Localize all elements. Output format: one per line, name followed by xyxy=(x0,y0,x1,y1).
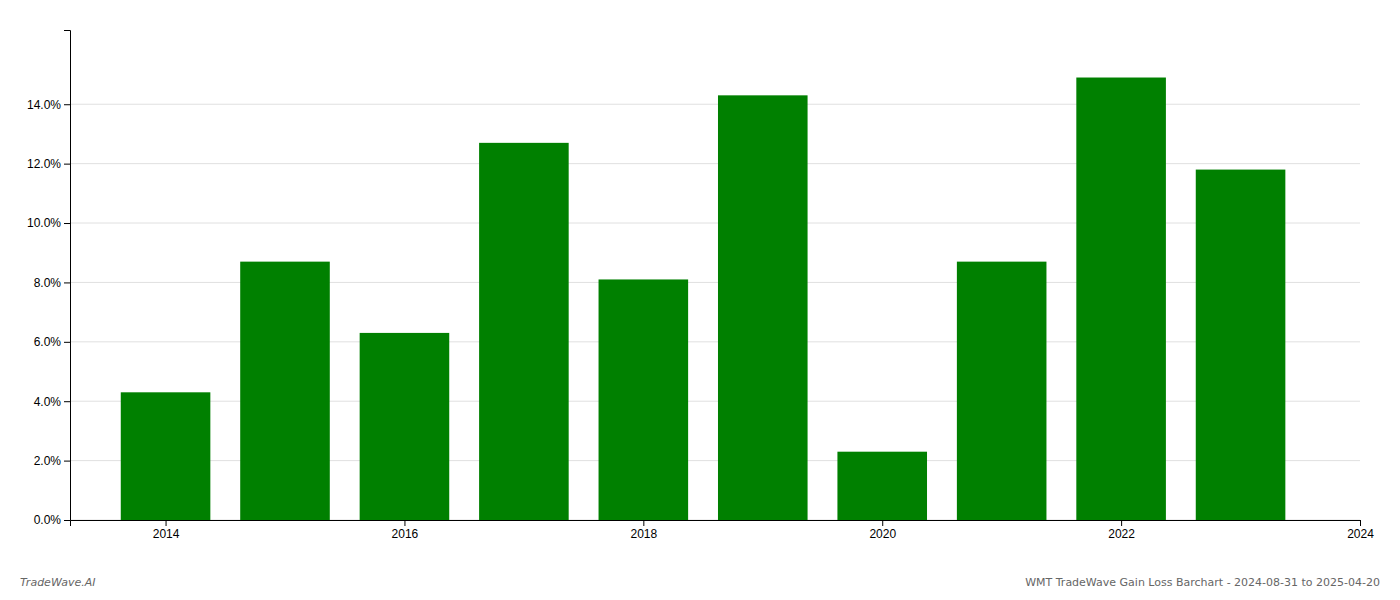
x-tick-mark xyxy=(166,520,167,526)
y-tick-mark xyxy=(64,104,70,105)
y-tick-label: 8.0% xyxy=(34,276,62,290)
y-tick: 14.0% xyxy=(27,98,70,112)
x-tick-mark xyxy=(643,520,644,526)
footer-text: TradeWave.AI xyxy=(20,576,95,589)
grid-line xyxy=(70,104,1360,105)
y-tick-label: 6.0% xyxy=(34,335,62,349)
x-tick-label: 2022 xyxy=(1108,527,1135,541)
chart: 0.0%2.0%4.0%6.0%8.0%10.0%12.0%14.0%20142… xyxy=(0,0,1400,600)
bars xyxy=(121,78,1286,520)
y-tick: 2.0% xyxy=(34,454,70,468)
x-tick-label: 2024 xyxy=(1347,527,1374,541)
y-tick-mark xyxy=(64,282,70,283)
y-tick-label: 14.0% xyxy=(27,98,61,112)
x-tick-mark xyxy=(404,520,405,526)
grid-line xyxy=(70,163,1360,164)
y-tick-mark xyxy=(64,342,70,343)
y-tick-label: 2.0% xyxy=(34,454,62,468)
bar xyxy=(1076,78,1166,520)
y-tick-label: 12.0% xyxy=(27,157,61,171)
x-tick: 2016 xyxy=(392,520,419,541)
y-tick-label: 10.0% xyxy=(27,216,61,230)
bar xyxy=(1196,170,1286,520)
y-tick-label: 4.0% xyxy=(34,395,62,409)
bar xyxy=(240,262,330,520)
y-tick: 4.0% xyxy=(34,395,70,409)
y-tick-label: 0.0% xyxy=(34,513,62,527)
bar xyxy=(479,143,569,520)
y-tick: 6.0% xyxy=(34,335,70,349)
x-tick: 2020 xyxy=(869,520,896,541)
bar xyxy=(599,279,689,520)
y-tick: 10.0% xyxy=(27,216,70,230)
y-tick: 12.0% xyxy=(27,157,70,171)
y-tick-mark xyxy=(64,461,70,462)
x-tick-label: 2020 xyxy=(869,527,896,541)
grid-line xyxy=(70,223,1360,224)
x-tick-mark xyxy=(882,520,883,526)
bar xyxy=(121,392,211,520)
x-tick-label: 2016 xyxy=(392,527,419,541)
y-tick: 8.0% xyxy=(34,276,70,290)
y-tick-mark xyxy=(64,520,70,521)
x-tick-mark xyxy=(1121,520,1122,526)
y-tick-mark xyxy=(64,401,70,402)
y-axis: 0.0% 2.0% 4.0% 6.0% 8.0% 10.0% 12.0% 14.0% xyxy=(27,31,71,528)
x-tick-label: 2018 xyxy=(630,527,657,541)
y-tick-mark xyxy=(64,164,70,165)
x-tick: 2024 xyxy=(1347,520,1374,541)
y-tick: 0.0% xyxy=(34,513,70,527)
footer-text: WMT TradeWave Gain Loss Barchart - 2024-… xyxy=(1025,576,1380,589)
x-tick: 2022 xyxy=(1108,520,1135,541)
bar xyxy=(718,95,808,520)
bar xyxy=(837,452,927,520)
x-tick-label: 2014 xyxy=(153,527,180,541)
x-tick-mark xyxy=(1360,520,1361,526)
x-tick: 2014 xyxy=(153,520,180,541)
x-axis-line xyxy=(71,521,1361,527)
y-tick-mark xyxy=(64,223,70,224)
bar xyxy=(957,262,1047,520)
x-axis: 2014 2016 2018 2020 2022 2024 xyxy=(71,520,1375,541)
x-tick: 2018 xyxy=(630,520,657,541)
y-axis-line xyxy=(64,31,71,521)
plot: 0.0%2.0%4.0%6.0%8.0%10.0%12.0%14.0%20142… xyxy=(27,31,1374,541)
bar xyxy=(360,333,450,520)
grid xyxy=(70,104,1360,520)
